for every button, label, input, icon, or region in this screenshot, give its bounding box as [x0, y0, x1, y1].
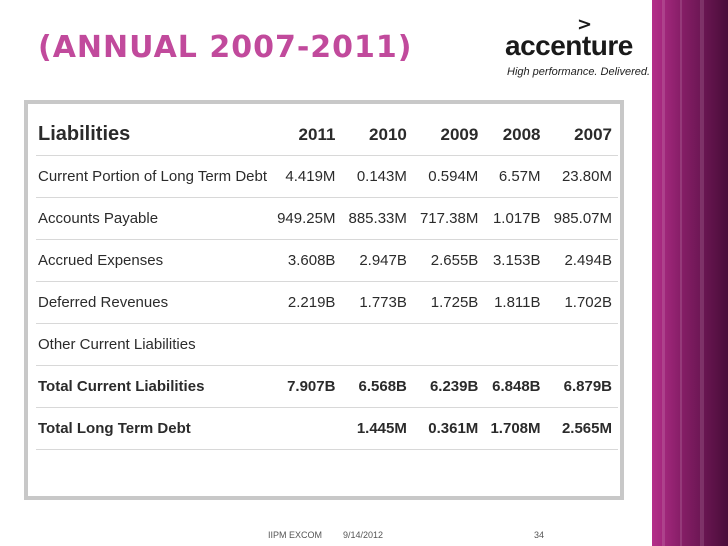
cell-value [270, 323, 342, 366]
cell-value: 2.655B [412, 239, 485, 282]
cell-value: 1.773B [341, 281, 413, 324]
footer-page-number: 34 [534, 530, 545, 540]
cell-value: 2.947B [341, 239, 413, 282]
cell-value: 0.594M [412, 155, 485, 198]
cell-value: 3.608B [270, 239, 342, 282]
logo-tagline: High performance. Delivered. [507, 66, 651, 78]
row-label: Accrued Expenses [36, 239, 270, 282]
cell-value: 2.494B [546, 239, 618, 282]
header-year: 2009 [412, 114, 485, 156]
cell-value: 0.143M [341, 155, 413, 198]
logo-wordmark: accenture [505, 30, 633, 61]
cell-value: 2.219B [270, 281, 342, 324]
cell-value: 23.80M [546, 155, 618, 198]
row-label: Accounts Payable [36, 197, 270, 240]
header-year: 2008 [484, 114, 547, 156]
header-year: 2010 [341, 114, 413, 156]
cell-value: 717.38M [412, 197, 485, 240]
cell-value: 1.811B [484, 281, 547, 324]
table-row-total: Total Long Term Debt 1.445M 0.361M 1.708… [36, 407, 618, 450]
decorative-side-band [652, 0, 728, 546]
cell-value: 1.702B [546, 281, 618, 324]
logo-chevron-icon: > [577, 14, 593, 35]
header-year: 2011 [270, 114, 342, 156]
cell-value: 6.568B [341, 365, 413, 408]
cell-value: 1.445M [341, 407, 413, 450]
row-label: Deferred Revenues [36, 281, 270, 324]
cell-value [484, 323, 547, 366]
footer-date: 9/14/2012 [343, 530, 384, 540]
cell-value: 6.57M [484, 155, 547, 198]
cell-value: 7.907B [270, 365, 342, 408]
cell-value: 1.725B [412, 281, 485, 324]
cell-value: 6.879B [546, 365, 618, 408]
cell-value [270, 407, 342, 450]
cell-value: 1.708M [484, 407, 547, 450]
cell-value: 0.361M [412, 407, 485, 450]
table-screenshot-frame: Liabilities 2011 2010 2009 2008 2007 Cur… [24, 100, 624, 500]
cell-value: 949.25M [270, 197, 342, 240]
cell-value: 3.153B [484, 239, 547, 282]
cell-value: 6.239B [412, 365, 485, 408]
cell-value [341, 323, 413, 366]
header-year: 2007 [546, 114, 618, 156]
cell-value: 885.33M [341, 197, 413, 240]
table-row: Accounts Payable 949.25M 885.33M 717.38M… [36, 197, 618, 240]
table-row: Deferred Revenues 2.219B 1.773B 1.725B 1… [36, 281, 618, 324]
cell-value [412, 323, 485, 366]
cell-value: 1.017B [484, 197, 547, 240]
slide-title: (ANNUAL 2007-2011) [38, 30, 413, 65]
cell-value: 2.565M [546, 407, 618, 450]
accenture-logo: > accenture High performance. Delivered. [505, 14, 650, 84]
table-row-total: Total Current Liabilities 7.907B 6.568B … [36, 365, 618, 408]
table-header-row: Liabilities 2011 2010 2009 2008 2007 [36, 114, 618, 156]
table-row: Current Portion of Long Term Debt 4.419M… [36, 155, 618, 198]
cell-value: 4.419M [270, 155, 342, 198]
row-label: Other Current Liabilities [36, 323, 270, 366]
cell-value: 6.848B [484, 365, 547, 408]
liabilities-table: Liabilities 2011 2010 2009 2008 2007 Cur… [36, 114, 618, 450]
footer-left-text: IIPM EXCOM [268, 530, 323, 540]
cell-value [546, 323, 618, 366]
cell-value: 985.07M [546, 197, 618, 240]
table-row: Accrued Expenses 3.608B 2.947B 2.655B 3.… [36, 239, 618, 282]
header-liabilities: Liabilities [36, 114, 270, 156]
row-label: Total Long Term Debt [36, 407, 270, 450]
table-row: Other Current Liabilities [36, 323, 618, 366]
row-label: Total Current Liabilities [36, 365, 270, 408]
row-label: Current Portion of Long Term Debt [36, 155, 270, 198]
